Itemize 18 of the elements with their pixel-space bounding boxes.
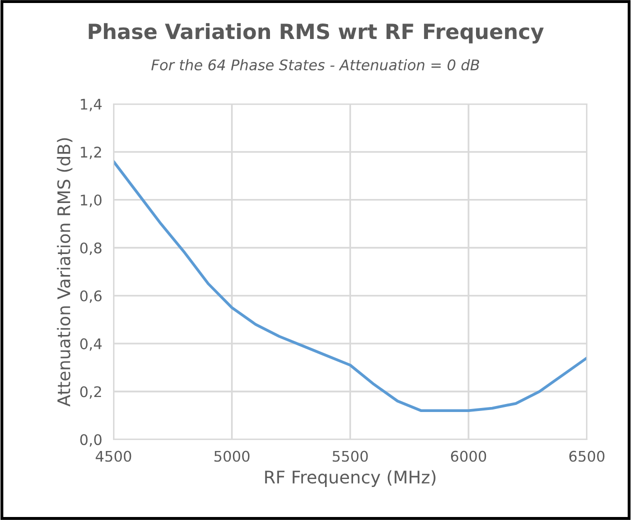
y-tick-label: 0,6 [80, 290, 102, 303]
x-tick-label: 6000 [450, 450, 486, 462]
chart-subtitle: For the 64 Phase States - Attenuation = 0 dB [151, 59, 480, 70]
x-tick-label: 5000 [214, 450, 250, 462]
x-tick-label: 5500 [332, 450, 368, 462]
x-axis-title: RF Frequency (MHz) [265, 470, 436, 487]
y-axis-title: Attenuation Variation RMS (dB) [56, 138, 72, 407]
x-tick-label: 4500 [96, 450, 132, 462]
y-tick-label: 1,2 [80, 146, 102, 160]
line-series [114, 160, 587, 412]
y-tick-label: 0,8 [80, 242, 102, 255]
y-tick-label: 0,0 [80, 434, 102, 447]
y-tick-label: 0,4 [80, 338, 102, 351]
y-tick-label: 1,4 [80, 98, 102, 112]
y-tick-label: 0,2 [80, 386, 102, 399]
x-tick-label: 6500 [569, 450, 604, 462]
chart-title: Phase Variation RMS wrt RF Frequency [88, 23, 544, 44]
y-tick-label: 1,0 [80, 194, 102, 208]
